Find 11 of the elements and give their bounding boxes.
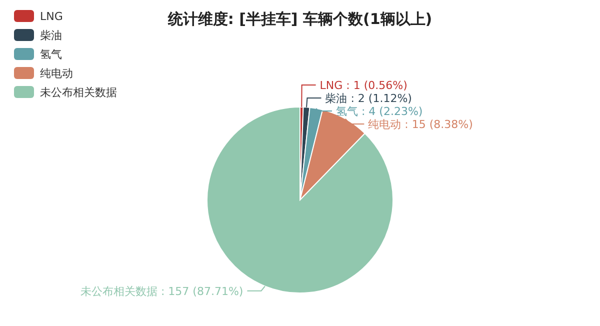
category-label: 纯电动 : 15 (8.38%)	[368, 118, 473, 131]
category-label: LNG : 1 (0.56%)	[320, 79, 408, 92]
category-label: 未公布相关数据 : 157 (87.71%)	[80, 284, 244, 298]
legend-label: 氢气	[40, 48, 62, 61]
chart-title: 统计维度: [半挂车] 车辆个数(1辆以上)	[166, 10, 432, 28]
legend-label: LNG	[40, 10, 63, 23]
legend-label: 纯电动	[40, 67, 73, 80]
category-label: 柴油 : 2 (1.12%)	[325, 92, 412, 105]
legend-label: 未公布相关数据	[40, 86, 117, 99]
legend-label: 柴油	[40, 29, 62, 42]
category-label: 氢气 : 4 (2.23%)	[336, 105, 423, 118]
